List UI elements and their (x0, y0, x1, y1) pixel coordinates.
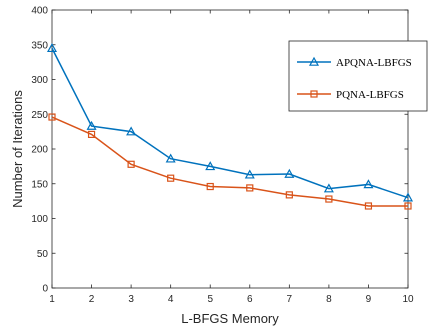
y-tick-label: 250 (31, 110, 48, 121)
series-layer (46, 42, 414, 210)
data-point (206, 182, 214, 191)
x-tick-label: 6 (247, 294, 253, 305)
data-point (363, 179, 374, 189)
legend-swatch-marker (308, 56, 320, 66)
y-tick-label: 50 (37, 249, 49, 260)
x-tick-label: 3 (128, 294, 134, 305)
data-point (284, 168, 295, 178)
legend: APQNA-LBFGS PQNA-LBFGS (288, 40, 428, 112)
x-tick-label: 5 (207, 294, 213, 305)
y-tick-label: 200 (31, 145, 48, 156)
data-point (285, 191, 293, 199)
data-point (246, 184, 254, 192)
x-axis-title: L-BFGS Memory (181, 311, 279, 326)
data-point (404, 202, 412, 210)
y-tick-label: 300 (31, 75, 48, 86)
x-tick-label: 1 (49, 294, 55, 305)
y-tick-label: 400 (31, 6, 48, 17)
data-point (402, 192, 414, 202)
x-tick-label: 7 (287, 294, 293, 305)
series-line (51, 116, 408, 207)
data-point (48, 113, 56, 121)
data-point (323, 183, 334, 193)
x-tick-label: 4 (168, 294, 174, 305)
data-point (127, 160, 135, 168)
data-point (205, 161, 216, 171)
x-axis-ticks: 1 2 3 4 5 6 7 8 9 10 (49, 10, 414, 305)
y-axis-ticks: 0 50 100 150 200 250 300 350 400 (31, 6, 408, 295)
data-point (244, 169, 255, 179)
data-point (325, 195, 333, 203)
y-axis-title: Number of Iterations (10, 90, 25, 208)
legend-swatch-marker (310, 90, 318, 98)
data-point (165, 153, 176, 163)
data-point (167, 174, 175, 182)
x-tick-label: 10 (402, 294, 414, 305)
y-tick-label: 100 (31, 214, 48, 225)
data-point (126, 126, 137, 136)
data-point (87, 130, 96, 139)
y-tick-label: 150 (31, 179, 48, 190)
data-point (46, 42, 58, 53)
y-tick-label: 0 (42, 284, 48, 295)
x-tick-label: 2 (89, 294, 95, 305)
data-point (86, 120, 97, 130)
series-pqna-lbfgs (48, 113, 412, 210)
legend-label: APQNA-LBFGS (336, 57, 412, 69)
legend-box (288, 40, 428, 112)
series-apqna-lbfgs (46, 42, 414, 202)
x-tick-label: 9 (366, 294, 372, 305)
data-point (364, 202, 373, 210)
legend-label: PQNA-LBFGS (336, 89, 404, 101)
x-tick-label: 8 (326, 294, 332, 305)
y-tick-label: 350 (31, 40, 48, 51)
series-line (51, 47, 409, 199)
